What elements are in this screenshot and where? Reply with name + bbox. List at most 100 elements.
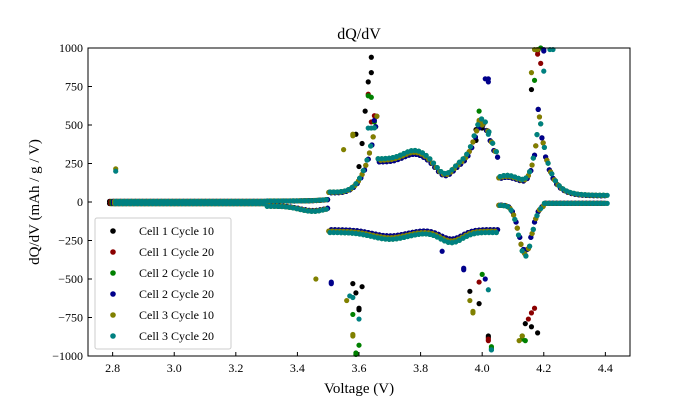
data-point [286,198,293,204]
y-tick-label: −1000 [52,349,83,363]
x-axis-label: Voltage (V) [324,381,394,397]
legend-label: Cell 1 Cycle 20 [139,245,214,259]
data-point [516,338,522,344]
data-point [589,192,596,198]
data-point [479,271,485,277]
data-point [356,163,362,170]
data-point [541,68,547,74]
data-point [508,207,514,213]
legend-marker [110,312,116,318]
data-point [545,200,551,206]
data-point [359,171,365,178]
data-point [571,200,577,206]
data-point [350,281,356,287]
x-tick-label: 4.4 [598,361,613,375]
y-tick-label: −250 [58,234,83,248]
data-point [534,131,540,138]
data-point [294,198,300,204]
data-point [475,122,481,128]
data-point [338,230,344,236]
data-point [350,133,356,139]
data-point [327,189,333,195]
data-point [198,201,204,207]
data-point [150,201,156,207]
data-point [334,229,341,236]
data-point [223,201,230,207]
data-point [353,290,359,296]
data-point [538,205,544,212]
legend-marker [110,249,116,255]
data-point [494,154,501,160]
data-point [535,330,541,336]
data-point [529,162,535,168]
data-point [146,201,152,207]
data-point [257,201,263,207]
y-tick-label: −750 [58,311,83,325]
data-point [350,294,356,301]
data-point [124,201,130,207]
data-point [279,198,285,204]
data-point [356,316,362,322]
data-point [430,160,437,166]
data-point [597,200,603,206]
data-point [519,333,525,339]
y-tick-label: 0 [77,195,83,209]
data-point [578,200,584,206]
data-point [467,144,474,150]
data-point [297,198,304,204]
data-point [353,181,359,187]
data-point [253,201,259,207]
data-point [120,201,126,207]
data-point [312,197,318,204]
data-point [366,150,373,156]
data-point [535,106,541,112]
data-point [539,135,545,141]
data-point [604,200,610,206]
x-tick-label: 3.4 [290,361,305,375]
data-point [531,77,538,83]
data-point [235,201,241,207]
data-point [515,232,522,238]
data-point [368,125,374,131]
data-point [365,79,371,85]
data-point [445,170,451,176]
data-point [531,305,538,311]
data-point [439,248,445,254]
data-point [538,60,544,66]
data-point [528,324,535,330]
data-point [518,241,524,247]
x-tick-label: 2.8 [105,361,120,375]
data-point [541,200,547,206]
data-point [467,288,473,294]
x-tick-label: 3.2 [228,361,243,375]
data-point [375,156,381,162]
data-point [179,201,185,207]
data-point [597,192,603,198]
data-point [582,192,588,198]
data-point [486,229,492,236]
data-point [370,134,376,140]
data-point [541,144,547,151]
data-point [556,183,562,189]
legend-marker [110,270,116,276]
data-point [356,342,362,348]
data-point [527,169,533,175]
data-point [365,93,371,99]
data-point [453,163,459,169]
data-point [476,279,482,285]
data-point [231,201,237,207]
data-point [275,203,281,209]
data-point [482,119,488,125]
data-point [227,201,233,207]
series-points [113,46,610,353]
data-point [490,140,496,146]
data-point [467,297,473,304]
data-point [249,201,256,207]
data-point [419,150,426,156]
data-point [272,198,278,204]
legend-label: Cell 3 Cycle 20 [139,329,214,343]
data-point [560,200,566,206]
data-point [534,213,540,219]
data-point [316,197,322,203]
